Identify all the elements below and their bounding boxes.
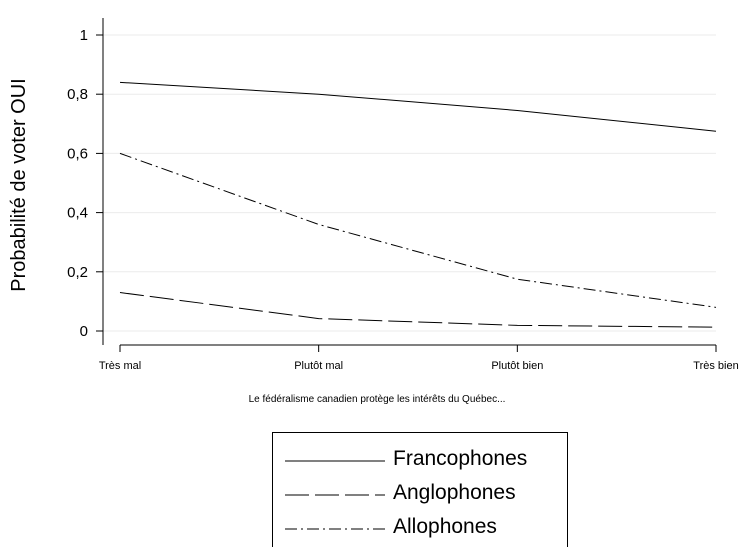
line-chart: 0 0,2 0,4 0,6 0,8 1 Très mal Plutôt mal Plutôt … [8,18,739,405]
series-lines [119,81,717,328]
x-tick-label: Très mal [99,360,141,372]
legend-label: Allophones [393,515,497,538]
series-line-anglophones [119,292,717,328]
legend-label: Francophones [393,447,528,470]
x-axis-label: Le fédéralisme canadien protège les inté… [249,394,506,405]
gridlines [103,34,716,332]
legend-item-francophones: Francophones [273,445,567,477]
y-axis-label: Probabilité de voter OUI [8,78,30,291]
legend-swatch-long-dash [285,494,385,496]
x-tick-label: Plutôt bien [491,360,543,372]
y-tick-label: 0,6 [67,145,88,162]
y-tick-label: 0 [80,323,88,340]
x-tick-label: Très bien [693,360,738,372]
series-line-francophones [119,81,717,132]
series-line-allophones [119,152,717,308]
y-ticks: 0 0,2 0,4 0,6 0,8 1 [67,27,103,340]
legend: Francophones Anglophones Allophones [272,432,568,547]
legend-label: Anglophones [393,481,516,504]
x-tick-label: Plutôt mal [294,360,343,372]
y-tick-label: 1 [80,27,88,44]
y-tick-label: 0,2 [67,264,88,281]
legend-item-allophones: Allophones [273,513,567,545]
legend-swatch-dash-dot [285,528,385,530]
legend-swatch-solid [285,460,385,462]
legend-item-anglophones: Anglophones [273,479,567,511]
x-ticks: Très mal Plutôt mal Plutôt bien Très bien [99,345,739,372]
y-tick-label: 0,8 [67,86,88,103]
y-tick-label: 0,4 [67,205,88,222]
